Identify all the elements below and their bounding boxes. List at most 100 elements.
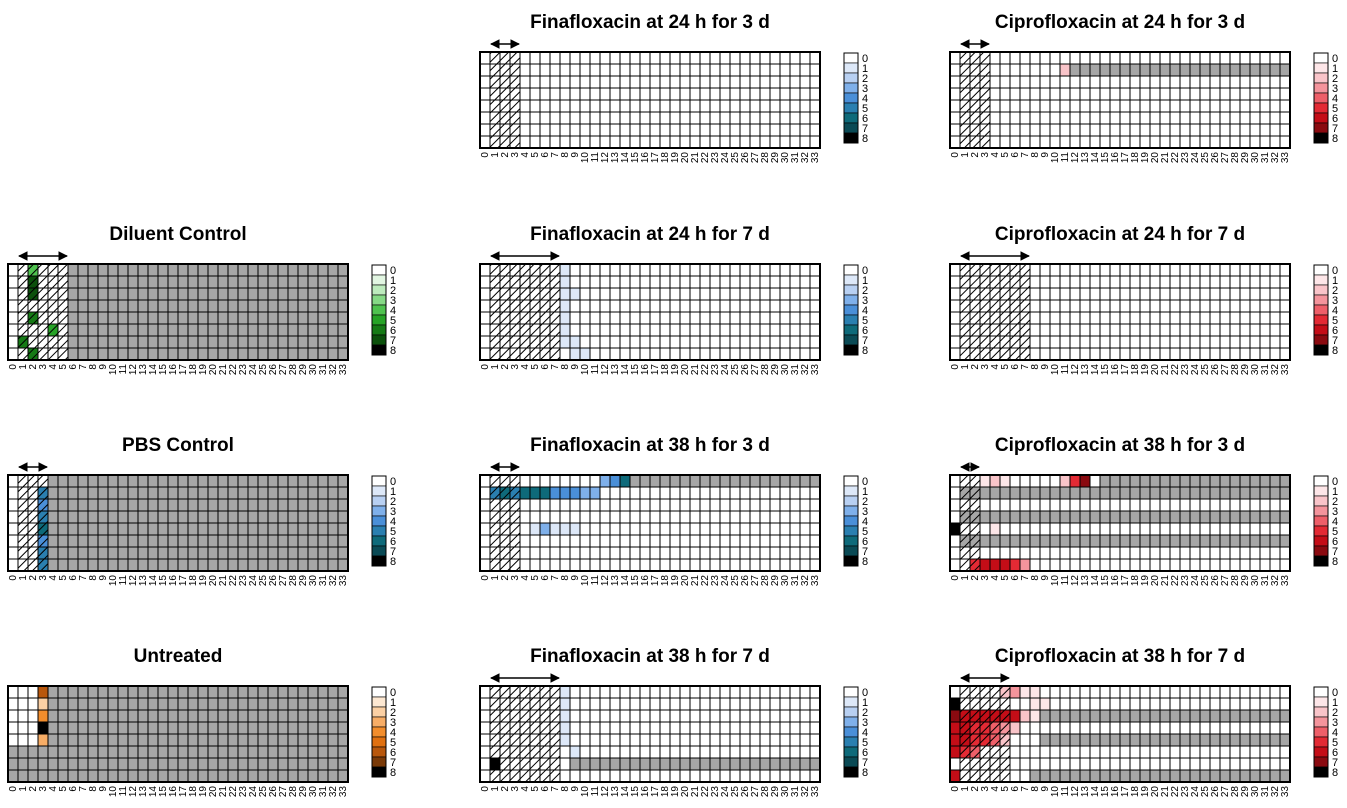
heatmap-cell — [38, 686, 48, 698]
x-tick-label: 5 — [530, 575, 541, 581]
legend-label: 3 — [390, 506, 396, 518]
x-tick-label: 12 — [128, 575, 139, 587]
x-tick-label: 32 — [800, 364, 811, 376]
excluded-cells — [1040, 734, 1290, 746]
legend-swatch — [1313, 716, 1329, 728]
heatmap-cell — [980, 475, 990, 487]
x-tick-label: 1 — [18, 575, 29, 581]
x-tick-label: 18 — [660, 786, 671, 798]
excluded-cells — [630, 475, 820, 487]
x-tick-label: 22 — [1170, 786, 1181, 798]
legend-swatch — [371, 756, 387, 768]
legend-border — [1313, 475, 1329, 567]
x-tick-label: 29 — [298, 786, 309, 798]
x-tick-label: 11 — [1060, 364, 1071, 375]
x-tick-label: 27 — [1220, 786, 1231, 798]
x-tick-label: 1 — [490, 575, 501, 581]
heatmap-cell — [38, 734, 48, 746]
x-tick-label: 29 — [770, 786, 781, 798]
x-tick-label: 12 — [600, 786, 611, 798]
legend-label: 1 — [1332, 275, 1338, 287]
heatmap-cell — [38, 710, 48, 722]
x-tick-label: 15 — [630, 364, 641, 376]
heatmap-cell — [1010, 559, 1020, 571]
legend-label: 4 — [390, 516, 396, 528]
legend-swatch — [1313, 52, 1329, 64]
x-tick-label: 14 — [620, 152, 631, 164]
x-tick-label: 5 — [530, 786, 541, 792]
heatmap-cell — [540, 523, 550, 535]
x-tick-label: 12 — [1070, 786, 1081, 798]
x-tick-label: 16 — [1110, 575, 1121, 587]
x-tick-label: 4 — [48, 575, 59, 581]
legend-swatch — [371, 545, 387, 557]
legend-swatch — [1313, 72, 1329, 84]
grid-border — [949, 474, 1291, 572]
legend-swatch — [371, 294, 387, 306]
heatmap-cell — [1040, 698, 1050, 710]
x-tick-label: 22 — [700, 575, 711, 587]
x-tick-label: 10 — [580, 364, 591, 376]
x-tick-label: 21 — [218, 575, 229, 587]
legend-label: 3 — [862, 295, 868, 307]
legend-swatch — [1313, 736, 1329, 748]
legend-swatch — [371, 314, 387, 326]
legend-swatch — [843, 686, 859, 698]
legend-label: 8 — [1332, 767, 1338, 779]
x-tick-label: 30 — [780, 152, 791, 164]
legend-swatch — [1313, 696, 1329, 708]
x-tick-label: 28 — [1230, 152, 1241, 164]
x-tick-label: 32 — [328, 364, 339, 376]
heatmap-cell — [990, 559, 1000, 571]
x-tick-label: 2 — [500, 786, 511, 792]
x-tick-label: 32 — [800, 575, 811, 587]
x-tick-label: 15 — [158, 575, 169, 587]
legend-label: 3 — [1332, 506, 1338, 518]
x-tick-label: 16 — [168, 364, 179, 376]
legend-swatch — [843, 92, 859, 104]
x-tick-label: 6 — [68, 575, 79, 581]
legend-swatch — [1313, 686, 1329, 698]
x-tick-label: 1 — [960, 152, 971, 158]
x-tick-label: 17 — [650, 575, 661, 587]
heatmap-cell — [1030, 686, 1040, 698]
grid-border — [7, 263, 349, 361]
x-tick-label: 6 — [540, 364, 551, 370]
legend-swatch — [371, 324, 387, 336]
legend-swatch — [843, 52, 859, 64]
legend-label: 0 — [390, 687, 396, 699]
legend-swatch — [843, 495, 859, 507]
x-tick-label: 20 — [208, 575, 219, 587]
x-tick-label: 4 — [520, 575, 531, 581]
x-tick-label: 7 — [1020, 575, 1031, 581]
legend-swatch — [371, 505, 387, 517]
x-tick-label: 10 — [108, 786, 119, 798]
x-tick-label: 8 — [560, 575, 571, 581]
grid-lines — [8, 475, 348, 571]
x-tick-label: 8 — [88, 786, 99, 792]
x-tick-label: 2 — [500, 364, 511, 370]
x-tick-label: 21 — [218, 786, 229, 798]
x-tick-label: 0 — [480, 786, 491, 792]
panel-title: Ciprofloxacin at 38 h for 3 d — [995, 435, 1245, 456]
x-tick-label: 29 — [1240, 575, 1251, 587]
x-tick-label: 16 — [640, 152, 651, 164]
x-tick-label: 10 — [1050, 152, 1061, 164]
x-tick-label: 14 — [1090, 364, 1101, 376]
x-tick-label: 21 — [690, 786, 701, 798]
heatmap-cell — [1010, 722, 1020, 734]
heatmap-cell — [560, 324, 570, 336]
legend-label: 4 — [1332, 305, 1338, 317]
x-tick-label: 33 — [1280, 364, 1291, 376]
legend-label: 3 — [390, 717, 396, 729]
x-tick-label: 10 — [1050, 364, 1061, 376]
x-tick-label: 11 — [118, 786, 129, 797]
excluded-cells — [570, 758, 820, 770]
x-tick-label: 3 — [510, 575, 521, 581]
x-tick-label: 17 — [650, 786, 661, 798]
panel-title: Finafloxacin at 24 h for 7 d — [530, 224, 770, 245]
x-tick-label: 10 — [580, 575, 591, 587]
x-tick-label: 32 — [1270, 786, 1281, 798]
legend-label: 8 — [1332, 556, 1338, 568]
legend-label: 0 — [1332, 476, 1338, 488]
